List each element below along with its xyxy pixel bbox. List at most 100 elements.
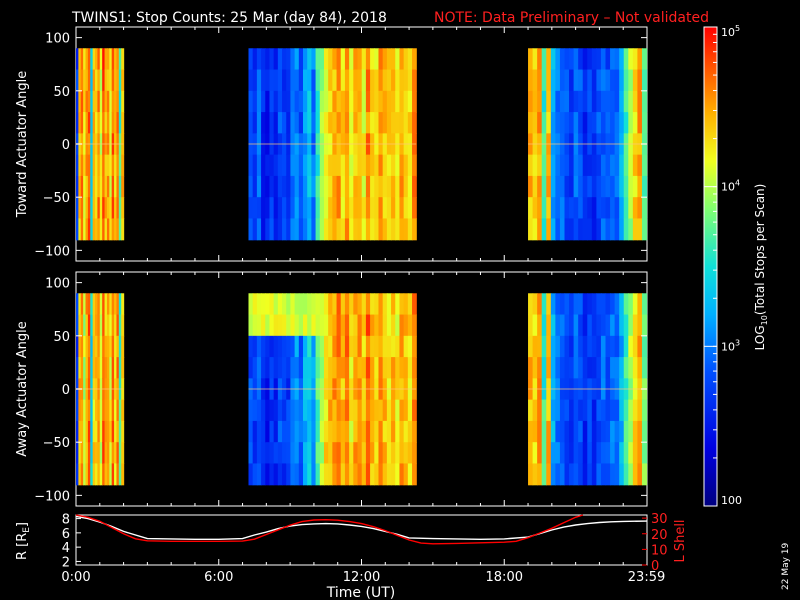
time-xlabel: Time (UT) — [326, 585, 395, 600]
heatmap-cell — [391, 133, 396, 156]
heatmap-cell — [307, 197, 312, 220]
heatmap-cell — [361, 154, 367, 177]
heatmap-cell — [641, 420, 648, 443]
heatmap-cell — [541, 197, 547, 220]
heatmap-cell — [623, 357, 629, 379]
heatmap-cell — [569, 314, 575, 337]
heatmap-cell — [399, 90, 405, 113]
heatmap-cell — [95, 357, 99, 379]
heatmap-cell — [290, 90, 296, 113]
heatmap-cell — [97, 293, 101, 316]
heatmap-cell — [374, 335, 380, 358]
heatmap-cell — [114, 90, 118, 113]
heatmap-cell — [282, 399, 287, 422]
heatmap-cell — [619, 69, 625, 92]
heatmap-cell — [596, 378, 602, 401]
heatmap-cell — [578, 90, 584, 113]
heatmap-cell — [323, 399, 329, 422]
heatmap-cell — [111, 442, 115, 465]
heatmap-cell — [282, 197, 287, 220]
heatmap-cell — [374, 314, 380, 337]
heatmap-cell — [407, 133, 413, 156]
heatmap-cell — [248, 175, 254, 198]
heatmap-cell — [114, 48, 118, 71]
heatmap-cell — [386, 133, 392, 156]
heatmap-cell — [632, 399, 639, 422]
heatmap-cell — [353, 463, 359, 486]
heatmap-cell — [403, 112, 409, 134]
heatmap-cell — [537, 314, 543, 337]
heatmap-cell — [83, 378, 87, 401]
heatmap-cell — [116, 112, 120, 134]
heatmap-cell — [109, 335, 113, 358]
heatmap-cell — [361, 175, 367, 198]
heatmap-cell — [395, 154, 401, 177]
ytick-label: 100 — [45, 277, 70, 292]
heatmap-cell — [361, 314, 367, 337]
heatmap-cell — [357, 48, 363, 71]
heatmap-cell — [265, 133, 271, 156]
heatmap-cell — [87, 90, 91, 113]
heatmap-cell — [537, 218, 543, 241]
heatmap-cell — [265, 442, 271, 465]
heatmap-cell — [353, 90, 359, 113]
heatmap-cell — [541, 463, 547, 486]
heatmap-cell — [85, 335, 89, 358]
heatmap-cell — [605, 314, 611, 337]
heatmap-cell — [340, 48, 346, 71]
heatmap-cell — [261, 335, 266, 358]
heatmap-cell — [344, 154, 350, 177]
heatmap-cell — [578, 378, 584, 401]
heatmap-cell — [273, 69, 279, 92]
heatmap-cell — [374, 154, 380, 177]
heatmap-cell — [336, 357, 342, 379]
colorbar-label: LOG10(Total Stops per Scan) — [753, 184, 769, 351]
heatmap-cell — [582, 442, 588, 465]
heatmap-cell — [307, 420, 312, 443]
heatmap-cell — [118, 378, 122, 401]
heatmap-cell — [294, 69, 300, 92]
heatmap-cell — [378, 218, 384, 241]
heatmap-cell — [582, 218, 588, 241]
heatmap-cell — [537, 335, 543, 358]
heatmap-cell — [407, 463, 413, 486]
heatmap-cell — [344, 90, 350, 113]
heatmap-cell — [555, 154, 561, 177]
heatmap-cell — [256, 197, 262, 220]
heatmap-cell — [619, 420, 625, 443]
heatmap-cell — [537, 154, 543, 177]
heatmap-cell — [307, 90, 312, 113]
heatmap-cell — [582, 154, 588, 177]
heatmap-cell — [121, 442, 125, 465]
heatmap-cell — [370, 154, 375, 177]
heatmap-cell — [382, 314, 388, 337]
heatmap-cell — [403, 69, 409, 92]
heatmap-cell — [596, 154, 602, 177]
heatmap-cell — [265, 197, 271, 220]
heatmap-cell — [559, 48, 566, 71]
heatmap-cell — [269, 442, 275, 465]
heatmap-cell — [412, 90, 417, 113]
heatmap-cell — [252, 218, 258, 241]
heatmap-cell — [265, 357, 271, 379]
heatmap-cell — [83, 69, 87, 92]
heatmap-cell — [569, 293, 575, 316]
heatmap-cell — [121, 357, 125, 379]
heatmap-cell — [294, 133, 300, 156]
heatmap-cell — [582, 133, 588, 156]
heatmap-cell — [273, 197, 279, 220]
lshell-line — [75, 514, 584, 545]
heatmap-cell — [92, 442, 96, 465]
heatmap-cell — [349, 218, 354, 241]
heatmap-cell — [307, 335, 312, 358]
heatmap-cell — [265, 314, 271, 337]
heatmap-cell — [382, 293, 388, 316]
heatmap-cell — [294, 420, 300, 443]
heatmap-cell — [277, 154, 283, 177]
heatmap-cell — [307, 378, 312, 401]
heatmap-cell — [118, 133, 122, 156]
heatmap-cell — [623, 463, 629, 486]
heatmap-cell — [370, 357, 375, 379]
heatmap-cell — [83, 197, 87, 220]
